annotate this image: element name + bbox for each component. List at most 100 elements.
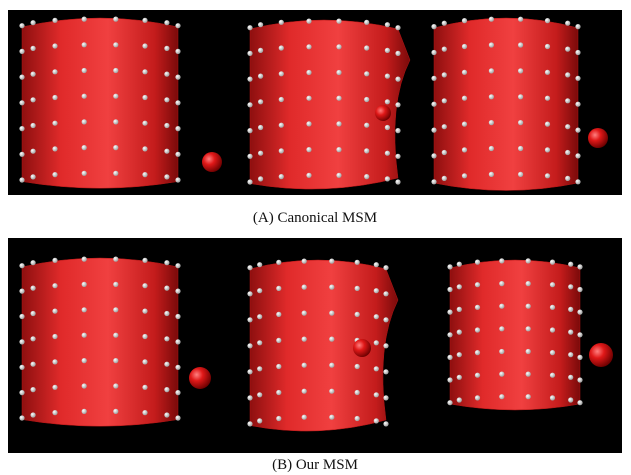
vertex [442, 176, 447, 181]
vertex [247, 128, 252, 133]
vertex [257, 288, 262, 293]
vertex [257, 366, 262, 371]
vertex [142, 283, 147, 288]
vertex [247, 317, 252, 322]
vertex [164, 412, 169, 417]
vertex [355, 312, 360, 317]
vertex [279, 174, 284, 179]
vertex [475, 350, 480, 355]
vertex [175, 126, 180, 131]
vertex [364, 45, 369, 50]
vertex [175, 365, 180, 370]
vertex [113, 42, 118, 47]
vertex [19, 177, 24, 182]
vertex [374, 366, 379, 371]
cylinder [22, 258, 178, 426]
vertex [52, 385, 57, 390]
vertex [565, 72, 570, 77]
vertex [142, 43, 147, 48]
vertex [575, 50, 580, 55]
vertex [447, 264, 452, 269]
vertex [276, 312, 281, 317]
vertex [447, 310, 452, 315]
panel-b-caption: (B) Our MSM [272, 457, 358, 473]
vertex [52, 258, 57, 263]
vertex [52, 146, 57, 151]
vertex [82, 42, 87, 47]
vertex [302, 337, 307, 342]
vertex [526, 258, 531, 263]
vertex [431, 24, 436, 29]
sphere [375, 105, 391, 121]
cylinder [434, 18, 578, 191]
vertex [82, 94, 87, 99]
vertex [385, 74, 390, 79]
vertex [568, 330, 573, 335]
vertex [142, 385, 147, 390]
vertex [355, 286, 360, 291]
vertex [336, 70, 341, 75]
vertex [247, 102, 252, 107]
vertex [82, 409, 87, 414]
vertex [577, 332, 582, 337]
vertex [142, 359, 147, 364]
vertex [82, 145, 87, 150]
vertex [257, 340, 262, 345]
vertex [142, 69, 147, 74]
vertex [247, 265, 252, 270]
vertex [82, 307, 87, 312]
vertex [247, 369, 252, 374]
vertex [306, 44, 311, 49]
vertex [30, 336, 35, 341]
vertex [175, 390, 180, 395]
vertex [19, 100, 24, 105]
vertex [518, 172, 523, 177]
vertex [395, 154, 400, 159]
vertex [247, 291, 252, 296]
vertex [545, 18, 550, 23]
vertex [336, 173, 341, 178]
vertex [383, 395, 388, 400]
vertex [19, 415, 24, 420]
cylinder [250, 260, 398, 431]
vertex [175, 75, 180, 80]
vertex [489, 120, 494, 125]
vertex [247, 51, 252, 56]
vertex [336, 96, 341, 101]
vertex [385, 176, 390, 181]
vertex [442, 98, 447, 103]
vertex [113, 94, 118, 99]
vertex [30, 387, 35, 392]
vertex [355, 416, 360, 421]
vertex [175, 415, 180, 420]
sphere [588, 128, 608, 148]
vertex [302, 311, 307, 316]
vertex [247, 179, 252, 184]
vertex [258, 151, 263, 156]
vertex [19, 339, 24, 344]
vertex [462, 122, 467, 127]
vertex [395, 128, 400, 133]
vertex [30, 46, 35, 51]
vertex [276, 338, 281, 343]
vertex [550, 350, 555, 355]
vertex [113, 145, 118, 150]
vertex [30, 412, 35, 417]
cylinder [250, 20, 410, 189]
vertex [329, 363, 334, 368]
sphere [202, 152, 222, 172]
cylinder [450, 260, 580, 410]
vertex [545, 44, 550, 49]
vertex [442, 72, 447, 77]
vertex [489, 172, 494, 177]
vertex [518, 68, 523, 73]
vertex [462, 173, 467, 178]
vertex [568, 307, 573, 312]
vertex [30, 149, 35, 154]
vertex [550, 305, 555, 310]
vertex [526, 326, 531, 331]
vertex [336, 121, 341, 126]
vertex [499, 394, 504, 399]
vertex [52, 43, 57, 48]
vertex [329, 337, 334, 342]
